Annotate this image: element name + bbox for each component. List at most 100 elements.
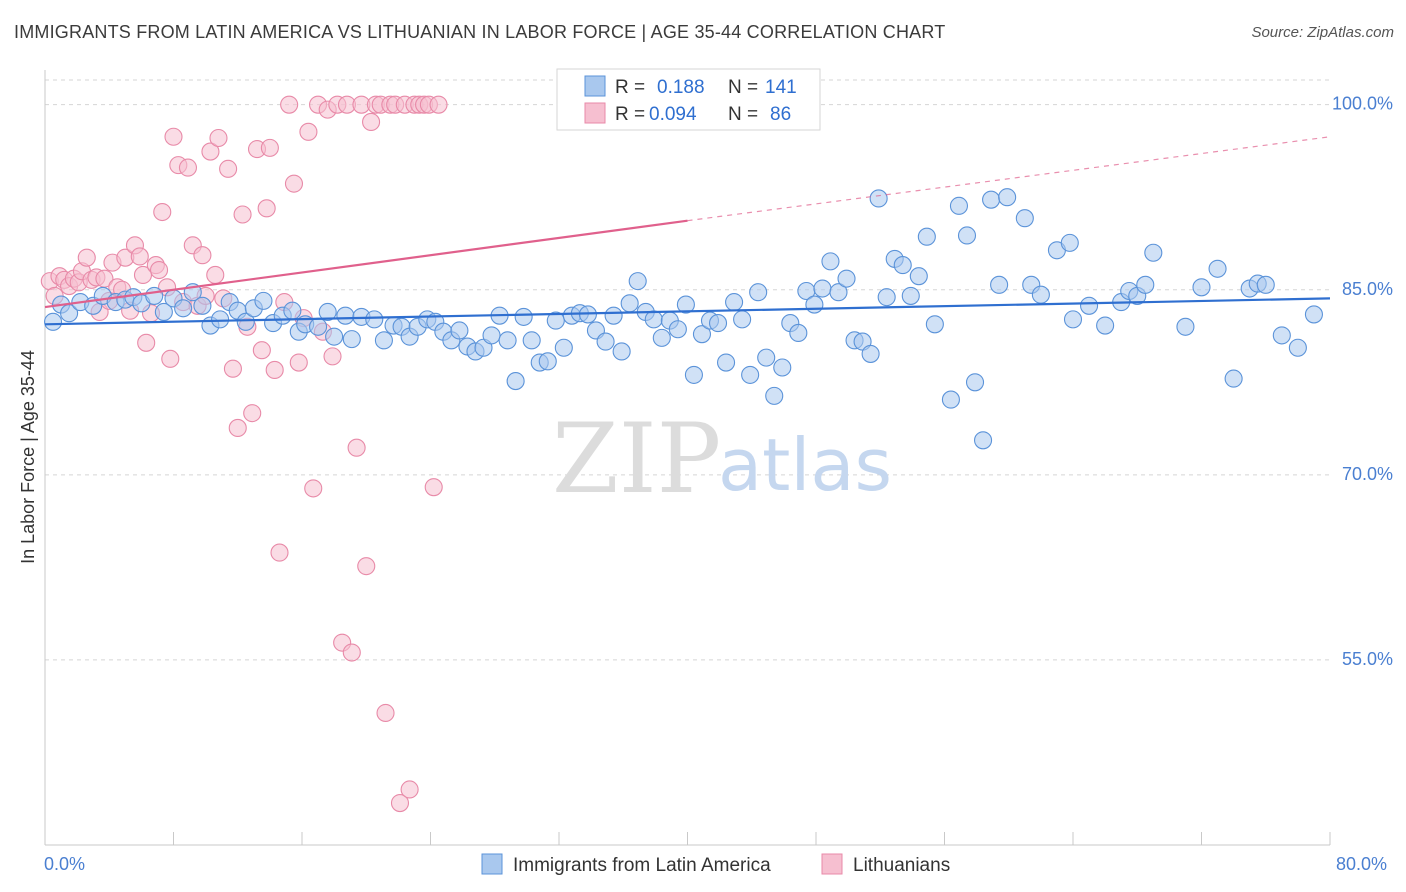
lithuanians-point (429, 95, 448, 114)
latin-america-point (325, 327, 344, 346)
latin-america-point (596, 332, 615, 351)
latin-america-point (716, 353, 736, 372)
lithuanians-point (265, 360, 284, 380)
lithuanians-point (130, 247, 149, 266)
x-tick-label-min: 0.0% (44, 854, 85, 874)
latin-america-point (877, 288, 896, 307)
source-note: Source: ZipAtlas.com (1251, 24, 1394, 41)
latin-america-point (482, 326, 501, 345)
latin-america-point (43, 312, 63, 331)
latin-america-point (901, 286, 920, 305)
lithuanians-point (280, 95, 299, 114)
latin-america-point (342, 330, 361, 349)
latin-america-point (733, 310, 752, 329)
bottom-legend-swatch-pink (821, 853, 843, 875)
latin-america-point (318, 302, 337, 322)
lithuanians-points (40, 95, 448, 813)
legend-pink-n-label: N = (728, 104, 758, 125)
lithuanians-point (252, 341, 271, 360)
latin-america-point (652, 328, 671, 347)
x-tick-label-max: 80.0% (1336, 854, 1387, 874)
latin-america-point (725, 293, 744, 312)
chart-title: IMMIGRANTS FROM LATIN AMERICA VS LITHUAN… (14, 22, 946, 42)
latin-america-points (43, 188, 1323, 450)
latin-america-point (1256, 275, 1275, 294)
legend-pink-r-value: 0.094 (649, 104, 697, 125)
latin-america-point (374, 331, 393, 350)
latin-america-point (506, 372, 525, 391)
lithuanians-point (223, 359, 242, 378)
lithuanians-point (243, 404, 262, 423)
watermark-atlas: atlas (718, 423, 892, 507)
lithuanians-point (161, 349, 180, 368)
latin-america-point (538, 352, 557, 371)
latin-america-point (869, 189, 888, 208)
latin-america-point (365, 310, 384, 329)
latin-america-point (757, 348, 776, 367)
latin-america-point (941, 390, 960, 409)
latin-america-point (765, 386, 784, 405)
bottom-legend-blue-label: Immigrants from Latin America (513, 855, 771, 876)
latin-america-point (522, 331, 541, 350)
latin-america-point (450, 321, 469, 340)
legend: R = 0.188 N = 141 R = 0.094 N = 86 (556, 68, 821, 131)
latin-america-point (1096, 316, 1115, 335)
lithuanians-point (424, 478, 443, 497)
latin-america-trend-line (44, 297, 1331, 326)
lithuanians-point (299, 122, 318, 141)
latin-america-point (309, 317, 328, 336)
lithuanians-point (342, 643, 361, 662)
watermark-zip: ZIP (552, 403, 721, 515)
latin-america-point (1080, 296, 1099, 315)
latin-america-point (193, 296, 212, 315)
latin-america-point (805, 295, 824, 314)
latin-america-point (773, 358, 792, 377)
latin-america-point (668, 320, 687, 339)
latin-america-point (154, 302, 173, 322)
latin-america-point (604, 306, 623, 325)
latin-america-point (1304, 305, 1323, 324)
latin-america-point (1176, 317, 1195, 336)
latin-america-point (909, 267, 928, 286)
lithuanians-point (206, 265, 225, 285)
latin-america-point (957, 226, 977, 245)
lithuanians-point (347, 438, 366, 457)
lithuanians-point (137, 333, 156, 352)
trend-lines (44, 136, 1331, 326)
latin-america-point (893, 256, 912, 275)
latin-america-point (1015, 209, 1034, 228)
lithuanians-trend-extension (687, 136, 1331, 222)
lithuanians-point (178, 158, 198, 177)
y-axis-title: In Labor Force | Age 35-44 (18, 350, 38, 564)
lithuanians-point (77, 248, 96, 267)
latin-america-point (612, 342, 631, 361)
latin-america-point (982, 190, 1001, 209)
bottom-legend-swatch-blue (481, 853, 503, 875)
lithuanians-point (153, 202, 172, 222)
latin-america-point (821, 252, 840, 271)
lithuanians-point (323, 347, 342, 366)
lithuanians-point (201, 142, 220, 161)
latin-america-point (1272, 326, 1291, 345)
latin-america-point (708, 314, 728, 333)
latin-america-point (554, 338, 573, 357)
lithuanians-point (219, 159, 238, 178)
x-ticks (44, 832, 1331, 845)
lithuanians-point (257, 199, 276, 218)
y-tick-label: 85.0% (1342, 279, 1393, 299)
y-tick-labels: 55.0% 70.0% 85.0% 100.0% (1332, 94, 1393, 669)
latin-america-point (837, 269, 856, 288)
legend-swatch-blue (584, 75, 606, 97)
latin-america-point (1144, 243, 1163, 262)
legend-blue-r-label: R = (615, 77, 645, 98)
latin-america-point (283, 301, 302, 320)
lithuanians-point (357, 557, 376, 576)
legend-pink-r-label: R = (615, 104, 645, 125)
lithuanians-point (193, 246, 212, 265)
bottom-legend-pink-label: Lithuanians (853, 855, 950, 876)
lithuanians-point (284, 174, 304, 193)
latin-america-point (749, 283, 768, 302)
lithuanians-trend-line (44, 219, 688, 309)
latin-america-point (1288, 338, 1307, 357)
